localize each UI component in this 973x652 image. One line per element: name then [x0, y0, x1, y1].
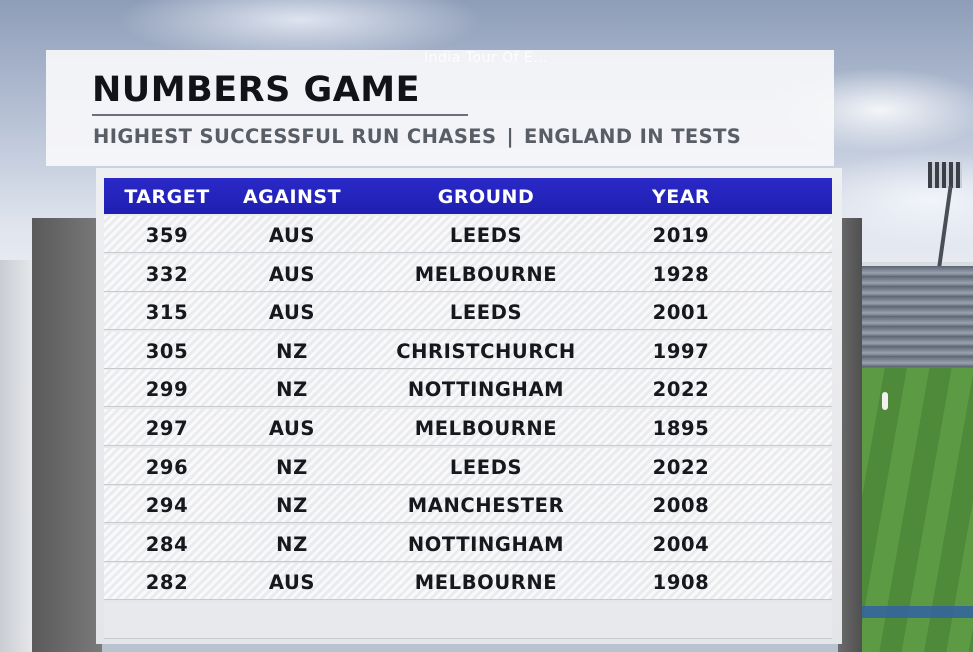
- cell-against: AUS: [268, 416, 316, 440]
- cell-ground: LEEDS: [449, 301, 523, 325]
- cell-against: NZ: [276, 455, 308, 479]
- table-row-empty: [104, 601, 832, 639]
- table-row: 305 NZ CHRISTCHURCH 1997: [104, 331, 832, 369]
- cell-target: 296: [145, 455, 189, 479]
- cell-year: 2001: [652, 301, 710, 325]
- table-row: 299 NZ NOTTINGHAM 2022: [104, 370, 832, 408]
- table-row: 332 AUS MELBOURNE 1928: [104, 254, 832, 292]
- table-row: 282 AUS MELBOURNE 1908: [104, 563, 832, 601]
- table-header: TARGET AGAINST GROUND YEAR: [104, 178, 832, 214]
- table-row: 297 AUS MELBOURNE 1895: [104, 408, 832, 446]
- cell-ground: MELBOURNE: [414, 416, 558, 440]
- cricket-outfield: [840, 368, 973, 652]
- floodlight-icon: [928, 162, 962, 188]
- table-row: 296 NZ LEEDS 2022: [104, 447, 832, 485]
- background-right-shadow: [838, 218, 862, 652]
- cell-year: 1997: [652, 339, 710, 363]
- broadcast-overlay-text: India Tour Of E...: [424, 50, 549, 66]
- cell-ground: MELBOURNE: [414, 571, 558, 595]
- column-header-year: YEAR: [651, 186, 711, 208]
- graphic-title: NUMBERS GAME: [92, 70, 421, 110]
- cell-year: 2022: [652, 378, 710, 402]
- cell-target: 332: [145, 262, 189, 286]
- subtitle-right: ENGLAND IN TESTS: [523, 125, 742, 148]
- table-row: 315 AUS LEEDS 2001: [104, 293, 832, 331]
- cell-year: 1908: [652, 571, 710, 595]
- cell-target: 359: [145, 224, 189, 247]
- cell-ground: MANCHESTER: [407, 494, 565, 518]
- spectator-stand: [862, 266, 973, 370]
- cell-target: 305: [145, 339, 189, 363]
- cell-ground: CHRISTCHURCH: [396, 339, 576, 363]
- column-header-target: TARGET: [124, 186, 210, 208]
- cell-ground: LEEDS: [449, 224, 523, 247]
- cell-year: 1895: [652, 416, 710, 440]
- cell-against: AUS: [268, 262, 316, 286]
- column-header-ground: GROUND: [437, 186, 535, 208]
- graphic-subtitle: HIGHEST SUCCESSFUL RUN CHASES | ENGLAND IN…: [93, 125, 741, 148]
- cell-against: NZ: [276, 378, 308, 402]
- table-row: 284 NZ NOTTINGHAM 2004: [104, 524, 832, 562]
- cell-against: AUS: [268, 301, 316, 325]
- cell-target: 294: [145, 494, 189, 518]
- advertising-boards: [840, 606, 973, 618]
- cell-ground: LEEDS: [449, 455, 523, 479]
- title-underline: [92, 114, 468, 116]
- cell-against: NZ: [276, 532, 308, 556]
- cell-target: 315: [145, 301, 189, 325]
- cell-target: 297: [145, 416, 189, 440]
- cell-target: 284: [145, 532, 189, 556]
- cell-target: 282: [145, 571, 189, 595]
- cell-ground: MELBOURNE: [414, 262, 558, 286]
- background-left-shadow: [32, 218, 102, 652]
- subtitle-left: HIGHEST SUCCESSFUL RUN CHASES: [93, 125, 497, 148]
- cell-year: 2004: [652, 532, 710, 556]
- subtitle-separator: |: [506, 125, 514, 148]
- cell-against: AUS: [268, 224, 316, 247]
- cell-year: 2022: [652, 455, 710, 479]
- cell-ground: NOTTINGHAM: [407, 378, 565, 402]
- background-left-strip: [0, 260, 32, 652]
- cell-against: AUS: [268, 571, 316, 595]
- cell-year: 1928: [652, 262, 710, 286]
- cell-against: NZ: [276, 339, 308, 363]
- cell-year: 2019: [652, 224, 710, 247]
- table-body: 359 AUS LEEDS 2019 332 AUS MELBOURNE 192…: [104, 216, 832, 641]
- cell-year: 2008: [652, 494, 710, 518]
- title-panel: [46, 50, 834, 166]
- fielder-figure: [882, 392, 888, 410]
- cell-ground: NOTTINGHAM: [407, 532, 565, 556]
- table-row: 359 AUS LEEDS 2019: [104, 216, 832, 253]
- cell-target: 299: [145, 378, 189, 402]
- table-row: 294 NZ MANCHESTER 2008: [104, 486, 832, 524]
- cell-against: NZ: [276, 494, 308, 518]
- column-header-against: AGAINST: [242, 186, 342, 208]
